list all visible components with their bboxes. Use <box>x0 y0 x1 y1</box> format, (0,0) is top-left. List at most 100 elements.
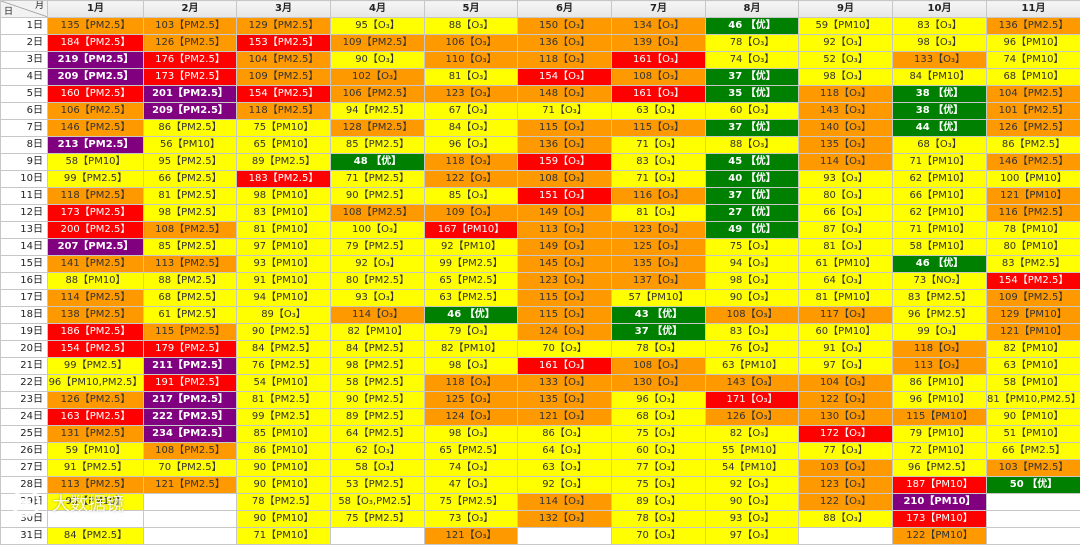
aqi-cell: 101【PM2.5】 <box>987 103 1080 120</box>
aqi-cell: 86【PM2.5】 <box>987 137 1080 154</box>
aqi-cell: 138【PM2.5】 <box>48 307 144 324</box>
aqi-cell: 62【PM10】 <box>893 171 987 188</box>
aqi-cell: 109【O₃】 <box>425 205 518 222</box>
month-header-5: 5月 <box>425 1 518 18</box>
day-label: 4日 <box>1 69 48 86</box>
aqi-cell: 187【PM10】 <box>893 477 987 494</box>
aqi-cell: 44 【优】 <box>893 120 987 137</box>
aqi-cell: 58【PM2.5】 <box>331 375 425 392</box>
corner-month-label: 月 <box>35 1 44 11</box>
aqi-cell: 60【PM10】 <box>799 324 893 341</box>
aqi-cell: 64【O₃】 <box>518 443 612 460</box>
aqi-cell: 173【PM2.5】 <box>48 205 144 222</box>
aqi-cell: 173【PM2.5】 <box>144 69 237 86</box>
aqi-cell: 79【O₃】 <box>425 324 518 341</box>
aqi-cell: 68【PM10】 <box>987 69 1080 86</box>
aqi-cell: 92【PM10】 <box>425 239 518 256</box>
aqi-cell: 75【O₃】 <box>612 426 706 443</box>
aqi-cell: 45 【优】 <box>706 154 799 171</box>
aqi-cell: 103【PM2.5】 <box>987 460 1080 477</box>
aqi-cell: 76【PM2.5】 <box>237 358 331 375</box>
aqi-cell: 217【PM2.5】 <box>144 392 237 409</box>
aqi-cell: 96【PM10】 <box>987 35 1080 52</box>
aqi-cell: 63【O₃】 <box>612 103 706 120</box>
aqi-cell: 118【O₃】 <box>518 52 612 69</box>
aqi-cell: 154【PM2.5】 <box>48 341 144 358</box>
aqi-cell: 57【PM10】 <box>612 290 706 307</box>
aqi-cell: 63【O₃】 <box>518 460 612 477</box>
aqi-cell: 124【O₃】 <box>518 324 612 341</box>
aqi-cell: 115【O₃】 <box>518 120 612 137</box>
aqi-cell: 117【O₃】 <box>799 307 893 324</box>
aqi-cell: 123【O₃】 <box>518 273 612 290</box>
aqi-cell: 52【O₃】 <box>799 52 893 69</box>
aqi-cell: 201【PM2.5】 <box>144 86 237 103</box>
aqi-cell: 64【O₃】 <box>799 273 893 290</box>
aqi-cell: 129【PM10】 <box>987 307 1080 324</box>
aqi-cell: 78【PM10】 <box>987 222 1080 239</box>
aqi-cell: 109【PM2.5】 <box>987 290 1080 307</box>
aqi-cell: 84【PM2.5】 <box>48 528 144 545</box>
aqi-cell: 154【PM2.5】 <box>237 86 331 103</box>
empty-cell <box>144 494 237 511</box>
day-label: 19日 <box>1 324 48 341</box>
aqi-cell: 159【O₃】 <box>518 154 612 171</box>
aqi-cell: 92【O₃】 <box>706 477 799 494</box>
aqi-cell: 93【O₃】 <box>799 171 893 188</box>
aqi-cell: 98【PM2.5】 <box>331 358 425 375</box>
aqi-cell: 40 【优】 <box>706 171 799 188</box>
aqi-cell: 75【PM10】 <box>237 120 331 137</box>
aqi-cell: 71【O₃】 <box>612 137 706 154</box>
day-label: 26日 <box>1 443 48 460</box>
aqi-cell: 92【O₃】 <box>799 35 893 52</box>
aqi-cell: 99【O₃】 <box>893 324 987 341</box>
aqi-cell: 71【PM10】 <box>893 222 987 239</box>
aqi-cell: 103【O₃】 <box>799 460 893 477</box>
aqi-cell: 50 【优】 <box>987 477 1080 494</box>
aqi-cell: 81【PM10】 <box>799 290 893 307</box>
aqi-cell: 140【O₃】 <box>799 120 893 137</box>
aqi-cell: 97【PM10】 <box>237 239 331 256</box>
aqi-cell: 125【O₃】 <box>612 239 706 256</box>
aqi-cell: 94【PM2.5】 <box>331 103 425 120</box>
aqi-cell: 96【O₃】 <box>425 137 518 154</box>
aqi-cell: 68【O₃】 <box>612 409 706 426</box>
aqi-cell: 65【PM2.5】 <box>425 443 518 460</box>
aqi-cell: 161【O₃】 <box>612 52 706 69</box>
aqi-cell: 86【PM10】 <box>237 443 331 460</box>
aqi-cell: 81【O₃】 <box>612 205 706 222</box>
aqi-cell: 54【PM10】 <box>237 375 331 392</box>
aqi-cell: 55【PM10】 <box>706 443 799 460</box>
aqi-cell: 90【O₃】 <box>331 52 425 69</box>
aqi-cell: 154【PM2.5】 <box>987 273 1080 290</box>
aqi-cell: 78【O₃】 <box>706 35 799 52</box>
aqi-cell: 118【O₃】 <box>893 341 987 358</box>
aqi-cell: 179【PM2.5】 <box>144 341 237 358</box>
aqi-cell: 54【PM10】 <box>706 460 799 477</box>
aqi-cell: 141【PM2.5】 <box>48 256 144 273</box>
empty-cell <box>799 528 893 545</box>
aqi-cell: 74【O₃】 <box>706 52 799 69</box>
aqi-cell: 38 【优】 <box>893 86 987 103</box>
aqi-cell: 66【PM2.5】 <box>987 443 1080 460</box>
aqi-cell: 83【O₃】 <box>612 154 706 171</box>
aqi-cell: 56【PM10】 <box>144 137 237 154</box>
aqi-cell: 85【PM10】 <box>237 426 331 443</box>
aqi-cell: 121【PM2.5】 <box>144 477 237 494</box>
aqi-cell: 104【O₃】 <box>799 375 893 392</box>
aqi-cell: 81【O₃】 <box>799 239 893 256</box>
aqi-cell: 68【PM2.5】 <box>144 290 237 307</box>
corner-cell: 月 日 <box>1 1 48 18</box>
aqi-cell: 89【O₃】 <box>237 307 331 324</box>
day-label: 12日 <box>1 205 48 222</box>
aqi-cell: 71【PM10】 <box>893 154 987 171</box>
aqi-cell: 38 【优】 <box>893 103 987 120</box>
aqi-cell: 66【PM10】 <box>893 188 987 205</box>
aqi-cell: 60【O₃】 <box>706 103 799 120</box>
aqi-cell: 58【PM10】 <box>987 375 1080 392</box>
